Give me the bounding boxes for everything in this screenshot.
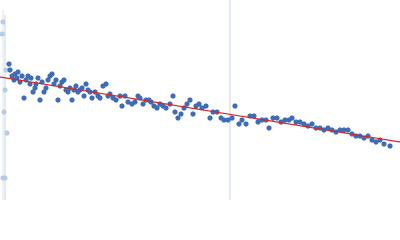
data-point (27, 81, 33, 87)
data-point (387, 143, 393, 149)
excluded-point (2, 87, 8, 93)
data-point (255, 119, 261, 125)
data-point (35, 75, 41, 81)
data-point (274, 115, 280, 121)
data-point (229, 115, 235, 121)
data-point (221, 117, 227, 123)
data-point (154, 105, 160, 111)
data-point (32, 85, 38, 91)
excluded-point (2, 175, 8, 181)
data-point (113, 97, 119, 103)
data-point (21, 95, 27, 101)
data-point (73, 83, 79, 89)
data-point (97, 95, 103, 101)
data-point (170, 93, 176, 99)
data-point (19, 73, 25, 79)
data-point (7, 67, 13, 73)
data-point (225, 117, 231, 123)
data-point (163, 105, 169, 111)
data-point (175, 115, 181, 121)
data-point (61, 77, 67, 83)
excluded-point (0, 31, 5, 37)
data-point (43, 85, 49, 91)
data-point (266, 125, 272, 131)
data-point (196, 101, 202, 107)
fit-line (0, 76, 400, 143)
excluded-point (0, 19, 6, 25)
excluded-point (3, 67, 9, 73)
data-point (49, 71, 55, 77)
data-point (309, 121, 315, 127)
data-point (190, 111, 196, 117)
data-point (289, 115, 295, 121)
data-point (41, 89, 47, 95)
data-point (369, 137, 375, 143)
data-point (65, 89, 71, 95)
data-point (125, 99, 131, 105)
data-point (345, 127, 351, 133)
data-point (15, 69, 21, 75)
data-point (282, 117, 288, 123)
data-point (325, 125, 331, 131)
data-point (236, 121, 242, 127)
data-point (103, 81, 109, 87)
data-point (55, 97, 61, 103)
data-point (270, 115, 276, 121)
data-point (297, 119, 303, 125)
data-point (37, 97, 43, 103)
data-point (45, 77, 51, 83)
data-point (203, 103, 209, 109)
excluded-point (1, 109, 7, 115)
data-point (132, 99, 138, 105)
data-point (79, 85, 85, 91)
data-point (187, 97, 193, 103)
data-point (341, 127, 347, 133)
data-point (69, 97, 75, 103)
data-point (53, 77, 59, 83)
data-point (301, 121, 307, 127)
data-point (251, 113, 257, 119)
data-point (337, 127, 343, 133)
data-point (232, 103, 238, 109)
chart (0, 0, 400, 200)
data-point (184, 101, 190, 107)
data-point (6, 61, 12, 67)
data-point (243, 121, 249, 127)
data-point (81, 93, 87, 99)
data-point (83, 81, 89, 87)
data-point (239, 117, 245, 123)
data-point (89, 95, 95, 101)
data-point (30, 89, 36, 95)
page: {"chart_data": {"type": "scatter", "xlim… (0, 0, 400, 200)
data-point (293, 119, 299, 125)
data-point (28, 75, 34, 81)
excluded-point (4, 130, 10, 136)
data-point (178, 111, 184, 117)
data-point (140, 101, 146, 107)
data-point (119, 103, 125, 109)
data-point (172, 109, 178, 115)
data-point (207, 115, 213, 121)
data-point (373, 139, 379, 145)
data-point (381, 141, 387, 147)
